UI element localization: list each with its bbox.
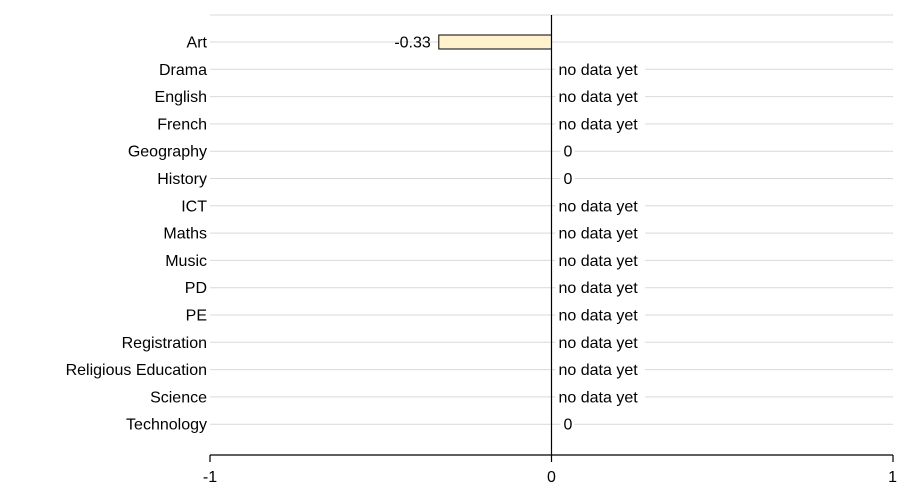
data-label: no data yet — [559, 253, 639, 270]
category-label: Music — [165, 253, 207, 270]
data-label-background — [560, 416, 575, 433]
bars — [438, 34, 552, 50]
category-label: Religious Education — [66, 362, 207, 379]
data-label: no data yet — [559, 226, 639, 243]
data-label-background — [555, 225, 646, 242]
data-label-background — [555, 115, 646, 132]
data-label-background — [555, 307, 646, 323]
axes — [209, 15, 894, 462]
bar — [438, 34, 552, 50]
data-label: no data yet — [559, 116, 639, 133]
labels: Art -0.33 Drama no data yet English no data y… — [66, 35, 898, 487]
data-label: -0.33 — [394, 35, 431, 52]
data-label: 0 — [564, 417, 573, 434]
category-label: PD — [185, 280, 207, 297]
data-label-background — [555, 388, 646, 405]
data-label: 0 — [564, 144, 573, 161]
x-tick-label: 1 — [888, 469, 897, 486]
data-label-background — [560, 170, 575, 187]
category-label: Registration — [122, 335, 207, 352]
category-label: Science — [150, 389, 207, 406]
data-label: no data yet — [559, 89, 639, 106]
category-label: Geography — [128, 144, 207, 161]
category-label: Art — [187, 35, 208, 52]
data-label: no data yet — [559, 62, 639, 79]
data-label: no data yet — [559, 362, 639, 379]
category-label: French — [157, 116, 207, 133]
data-label: no data yet — [559, 389, 639, 406]
data-label-background — [555, 88, 646, 105]
x-tick-label: 0 — [547, 469, 556, 486]
data-label-background — [555, 61, 646, 78]
category-label: PE — [186, 308, 207, 325]
data-label: no data yet — [559, 280, 639, 297]
category-label: ICT — [181, 198, 207, 215]
category-label: History — [157, 171, 207, 188]
data-label-background — [555, 252, 646, 269]
data-label-background — [555, 361, 646, 378]
data-label: no data yet — [559, 308, 639, 325]
data-label-background — [555, 197, 646, 214]
data-label: 0 — [564, 171, 573, 188]
category-label: Maths — [163, 226, 207, 243]
data-label-background — [560, 143, 575, 160]
data-label: no data yet — [559, 335, 639, 352]
x-tick-label: -1 — [203, 469, 217, 486]
data-label-background — [555, 279, 646, 296]
category-label: Drama — [159, 62, 207, 79]
data-label-background — [555, 334, 646, 351]
category-label: English — [155, 89, 207, 106]
category-label: Technology — [126, 417, 207, 434]
data-label: no data yet — [559, 198, 639, 215]
